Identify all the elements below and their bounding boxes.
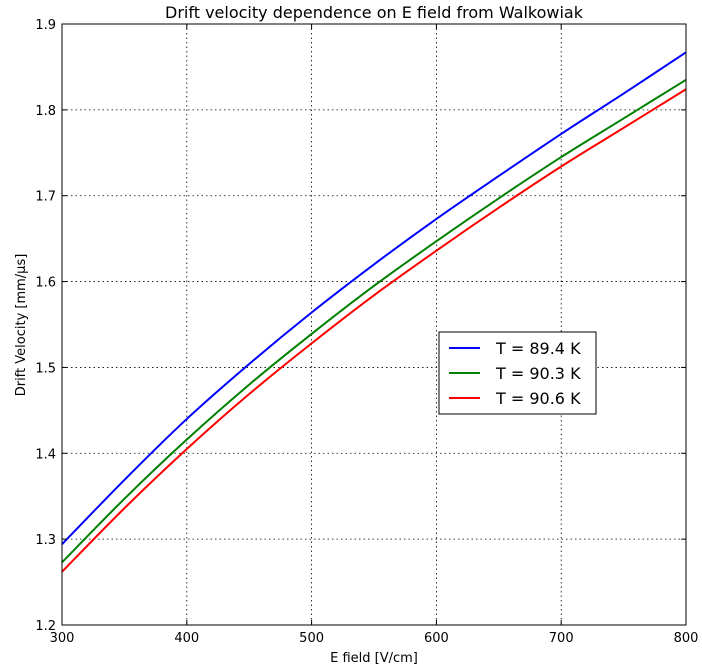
tick-labels: 300 400 500 600 700 800 1.2 1.3 1.4 1.5 1.6 1.7 1.8 1… <box>35 18 698 646</box>
series-line-3 <box>61 88 687 573</box>
plot-frame <box>61 23 687 626</box>
y-tick-label: 1.5 <box>35 361 56 376</box>
x-tick-label: 700 <box>549 631 574 646</box>
legend-label: T = 90.3 K <box>495 364 581 383</box>
series-line-2 <box>61 78 687 564</box>
y-tick-label: 1.8 <box>35 104 56 119</box>
x-tick-label: 800 <box>674 631 699 646</box>
y-tick-label: 1.6 <box>35 276 56 291</box>
y-tick-label: 1.4 <box>35 447 56 462</box>
x-tick-label: 600 <box>424 631 449 646</box>
x-axis-label: E field [V/cm] <box>330 651 418 666</box>
series-layer <box>61 51 687 573</box>
x-tick-label: 300 <box>50 631 75 646</box>
y-tick-label: 1.7 <box>35 190 56 205</box>
legend-label: T = 90.6 K <box>495 389 581 408</box>
x-tick-label: 400 <box>174 631 199 646</box>
y-axis-label: Drift Velocity [mm/μs] <box>14 254 29 397</box>
x-tick-label: 500 <box>299 631 324 646</box>
y-tick-label: 1.9 <box>35 18 56 33</box>
legend: T = 89.4 K T = 90.3 K T = 90.6 K <box>438 331 597 415</box>
axis-ticks <box>61 23 687 626</box>
chart-title: Drift velocity dependence on E field fro… <box>165 3 584 22</box>
legend-label: T = 89.4 K <box>495 339 581 358</box>
series-line-1 <box>61 51 687 545</box>
y-tick-label: 1.2 <box>35 619 56 634</box>
y-tick-label: 1.3 <box>35 533 56 548</box>
